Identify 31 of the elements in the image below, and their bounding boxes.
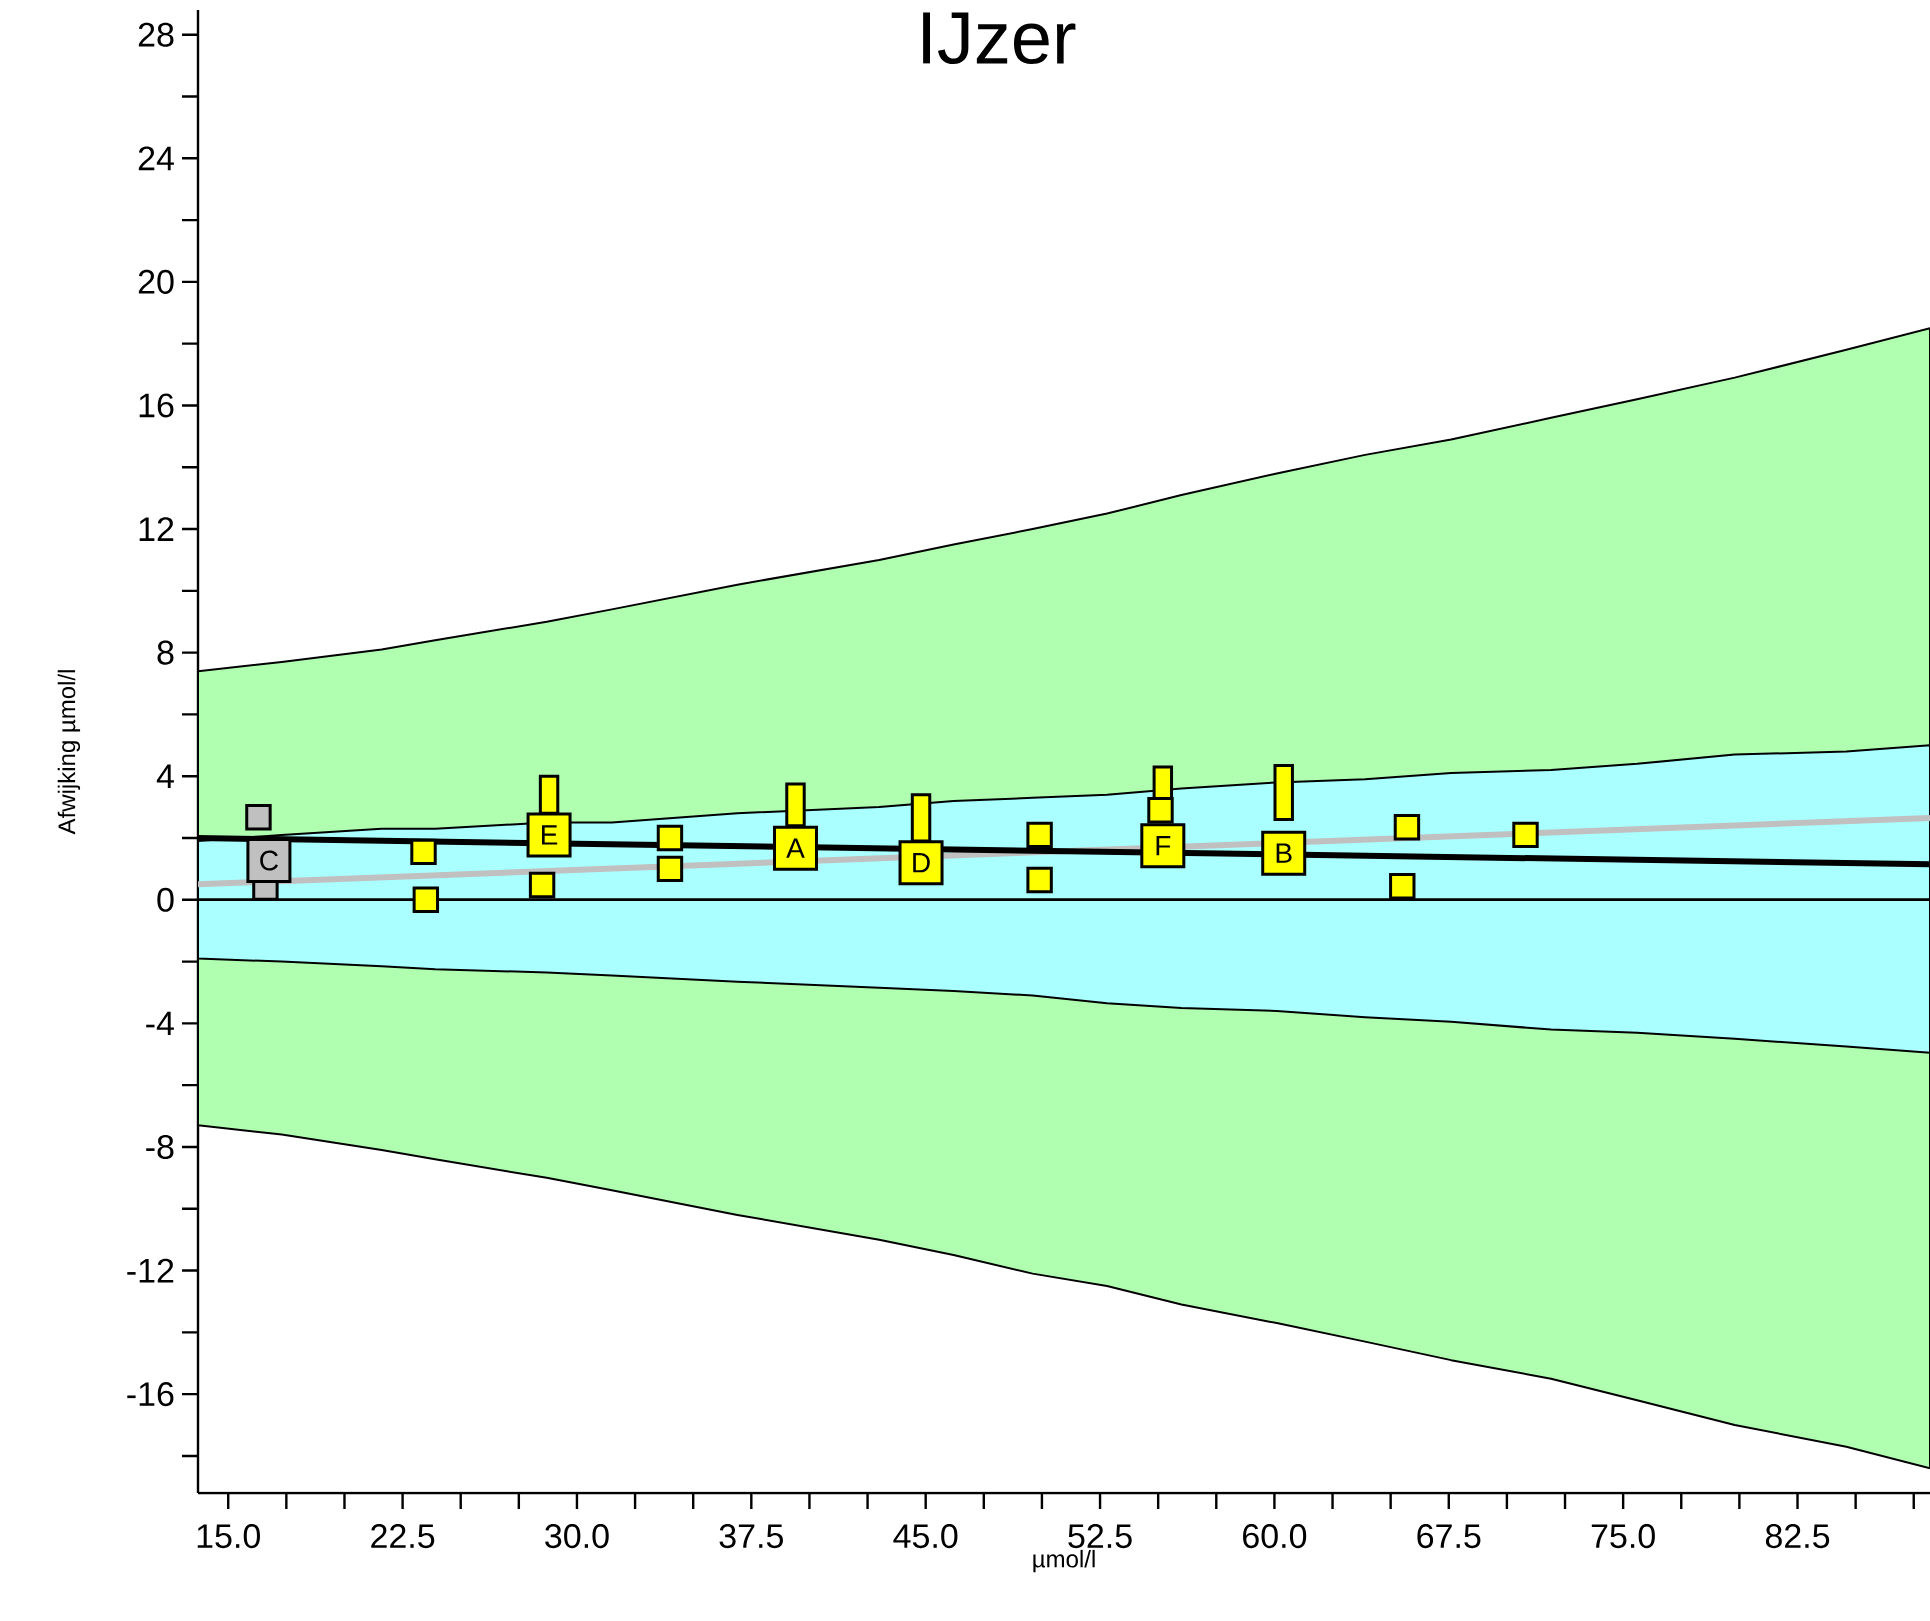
x-tick-label: 45.0 xyxy=(893,1524,958,1549)
x-tick-label: 30.0 xyxy=(545,1524,609,1549)
annotation: B xyxy=(1276,843,1292,863)
x-tick-label: 82.5 xyxy=(1765,1524,1830,1549)
y-tick-label: 0 xyxy=(157,887,174,912)
y-axis-title: Afwijking µmol/l xyxy=(57,670,81,835)
y-tick-label: 24 xyxy=(138,146,174,171)
annotation: F xyxy=(1156,836,1171,856)
x-tick-label: 75.0 xyxy=(1591,1524,1655,1549)
y-tick-label: 16 xyxy=(139,393,174,418)
y-tick-label: 8 xyxy=(157,640,174,665)
y-tick-label: 28 xyxy=(138,22,174,47)
x-tick-label: 15.0 xyxy=(197,1524,260,1549)
annotation: D xyxy=(913,853,930,873)
x-tick-label: 37.5 xyxy=(719,1524,783,1549)
annotation: C xyxy=(260,850,278,871)
chart-title: IJzer xyxy=(923,12,1076,65)
annotation: E xyxy=(542,825,558,845)
y-tick-label: -12 xyxy=(127,1258,174,1283)
y-tick-label: -8 xyxy=(146,1134,174,1160)
y-tick-label: 20 xyxy=(138,269,174,294)
annotation: A xyxy=(786,838,805,858)
x-tick-label: 67.5 xyxy=(1417,1524,1481,1549)
y-tick-label: 4 xyxy=(156,764,174,788)
y-tick-label: 12 xyxy=(139,517,174,541)
x-axis-title: µmol/l xyxy=(1033,1549,1095,1573)
y-tick-label: -16 xyxy=(127,1382,174,1407)
y-tick-label: -4 xyxy=(146,1011,174,1036)
x-tick-label: 60.0 xyxy=(1243,1524,1307,1549)
x-tick-label: 52.5 xyxy=(1068,1524,1132,1549)
x-tick-label: 22.5 xyxy=(371,1524,435,1549)
